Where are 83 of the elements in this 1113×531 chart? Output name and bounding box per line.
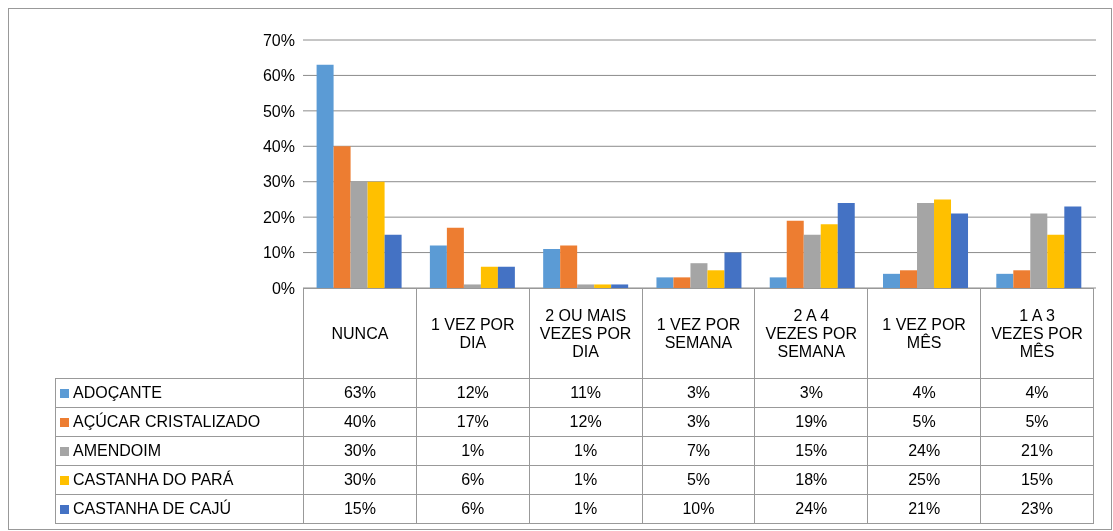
data-label: 1% — [529, 436, 643, 466]
data-label: 5% — [867, 407, 981, 437]
bar — [1013, 270, 1031, 288]
bar — [837, 202, 855, 288]
bar — [594, 284, 612, 288]
legend-label: AMENDOIM — [55, 436, 304, 466]
data-label: 1% — [529, 494, 643, 524]
bar — [1064, 206, 1082, 288]
data-label: 25% — [867, 465, 981, 495]
data-label: 63% — [303, 378, 417, 408]
bar — [996, 273, 1014, 288]
legend-label: ADOÇANTE — [55, 378, 304, 408]
x-tick-label: 1 VEZ POR DIA — [416, 288, 530, 379]
data-label: 4% — [980, 378, 1094, 408]
bar — [934, 199, 952, 288]
y-tick-label: 20% — [262, 208, 295, 226]
bar — [707, 270, 725, 288]
data-label: 19% — [754, 407, 868, 437]
bar — [480, 266, 498, 288]
x-tick-label: 2 OU MAIS VEZES POR DIA — [529, 288, 643, 379]
bar — [429, 245, 447, 288]
data-label: 1% — [416, 436, 530, 466]
data-label: 5% — [642, 465, 755, 495]
bar — [384, 234, 402, 288]
x-tick-label: 1 A 3 VEZES POR MÊS — [980, 288, 1094, 379]
legend-label: CASTANHA DO PARÁ — [55, 465, 304, 495]
bar — [333, 146, 351, 288]
data-label: 3% — [642, 378, 755, 408]
bar — [673, 277, 691, 288]
data-label: 3% — [642, 407, 755, 437]
data-label: 40% — [303, 407, 417, 437]
data-label: 24% — [754, 494, 868, 524]
data-label: 3% — [754, 378, 868, 408]
bar — [367, 181, 385, 288]
y-tick-label: 0% — [271, 279, 295, 297]
data-label: 10% — [642, 494, 755, 524]
y-tick-label: 60% — [262, 67, 295, 85]
bar — [497, 266, 515, 288]
bar — [820, 224, 838, 288]
x-tick-label: 2 A 4 VEZES POR SEMANA — [754, 288, 868, 379]
bar — [316, 64, 334, 288]
bar — [446, 227, 464, 288]
data-label: 18% — [754, 465, 868, 495]
legend-label: CASTANHA DE CAJÚ — [55, 494, 304, 524]
y-tick-label: 70% — [262, 31, 295, 49]
legend-label: AÇÚCAR CRISTALIZADO — [55, 407, 304, 437]
data-label: 11% — [529, 378, 643, 408]
y-tick-label: 50% — [262, 102, 295, 120]
bar — [883, 273, 901, 288]
bar — [656, 277, 674, 288]
x-tick-label: 1 VEZ POR MÊS — [867, 288, 981, 379]
data-label: 1% — [529, 465, 643, 495]
x-tick-label: 1 VEZ POR SEMANA — [642, 288, 755, 379]
bar — [1047, 234, 1065, 288]
bar — [543, 249, 561, 288]
y-tick-label: 10% — [262, 244, 295, 262]
y-tick-label: 40% — [262, 137, 295, 155]
bar — [611, 284, 629, 288]
bar — [769, 277, 787, 288]
data-label: 4% — [867, 378, 981, 408]
data-label: 15% — [303, 494, 417, 524]
bar — [900, 270, 918, 288]
data-label: 7% — [642, 436, 755, 466]
data-label: 30% — [303, 465, 417, 495]
x-tick-label: NUNCA — [303, 288, 417, 379]
data-label: 24% — [867, 436, 981, 466]
data-label: 6% — [416, 494, 530, 524]
data-label: 15% — [980, 465, 1094, 495]
bar — [786, 220, 804, 288]
bar — [560, 245, 578, 288]
y-tick-label: 30% — [262, 173, 295, 191]
data-label: 21% — [980, 436, 1094, 466]
data-label: 30% — [303, 436, 417, 466]
data-label: 6% — [416, 465, 530, 495]
data-label: 12% — [416, 378, 530, 408]
data-label: 23% — [980, 494, 1094, 524]
data-label: 5% — [980, 407, 1094, 437]
data-label: 15% — [754, 436, 868, 466]
bar — [724, 252, 742, 288]
data-label: 17% — [416, 407, 530, 437]
bar — [951, 213, 969, 288]
data-label: 12% — [529, 407, 643, 437]
data-label: 21% — [867, 494, 981, 524]
